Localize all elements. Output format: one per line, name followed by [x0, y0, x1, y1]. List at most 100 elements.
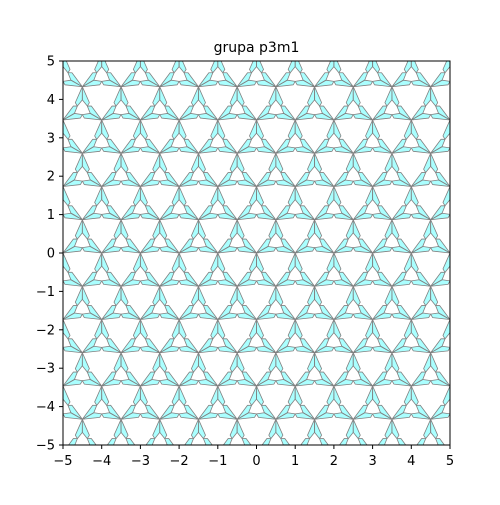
tile [315, 472, 329, 486]
tile [63, 385, 64, 400]
tile [121, 472, 135, 486]
tile [489, 39, 500, 53]
tile [139, 345, 161, 354]
y-tick-label: −2 [36, 323, 55, 338]
tile [10, 306, 24, 320]
tile [198, 446, 217, 453]
tile [489, 106, 500, 120]
tile [294, 119, 303, 140]
tile [63, 119, 64, 121]
tile [261, 6, 275, 20]
tile [378, 6, 392, 20]
tile [410, 345, 432, 354]
tile [63, 346, 64, 349]
tile [145, 472, 159, 486]
tile [198, 379, 219, 387]
tile [139, 279, 161, 287]
tile [449, 252, 450, 267]
tile [63, 47, 82, 54]
tile [315, 446, 334, 453]
tile [276, 472, 290, 486]
tile [63, 80, 64, 83]
tile [153, 486, 160, 500]
tile [101, 186, 110, 207]
tile [339, 6, 353, 20]
tile [120, 86, 129, 107]
x-tick-label: 0 [252, 454, 260, 469]
tile [372, 319, 381, 340]
tile [5, 272, 19, 286]
tile [352, 246, 374, 254]
tile [178, 252, 187, 273]
tile [0, 272, 5, 286]
tile [391, 312, 412, 320]
tile [237, 6, 251, 20]
tile [410, 79, 432, 88]
tile [63, 318, 64, 320]
tile [294, 79, 315, 88]
tile [24, 320, 31, 339]
tile [24, 453, 31, 472]
tile [121, 446, 140, 453]
tile [24, 120, 31, 139]
tile [198, 312, 219, 320]
tile [469, 472, 483, 486]
x-tick-label: −5 [53, 454, 72, 469]
tile [474, 372, 488, 386]
tile [63, 479, 82, 486]
tile [449, 213, 450, 216]
tile [198, 479, 217, 486]
tile [391, 113, 412, 121]
tile [0, 486, 5, 500]
tile [0, 80, 5, 87]
tile [179, 479, 198, 486]
tile [217, 385, 226, 406]
tile [218, 14, 237, 21]
tile [333, 279, 354, 287]
tile [63, 212, 83, 221]
tile [469, 286, 476, 305]
tile [275, 285, 284, 306]
tile [489, 172, 500, 186]
tile [469, 272, 483, 286]
tile [24, 53, 31, 72]
tile [139, 212, 161, 221]
tile [450, 39, 464, 53]
tile [159, 352, 168, 373]
tile [257, 14, 276, 21]
tile [198, 6, 212, 20]
tile [372, 146, 393, 154]
tile [352, 312, 374, 320]
tile [462, 20, 469, 39]
tile [391, 379, 412, 387]
tile [0, 413, 5, 420]
x-tick-label: 3 [368, 454, 376, 469]
tile [198, 179, 219, 187]
tile [230, 20, 237, 39]
tile [198, 486, 205, 500]
x-tick-label: −1 [208, 454, 227, 469]
tile [372, 119, 381, 140]
tile [0, 20, 5, 39]
tile [469, 379, 488, 386]
tile [391, 219, 400, 240]
y-tick-label: 3 [47, 131, 55, 146]
tile [63, 279, 83, 287]
tile [294, 319, 303, 340]
tile [275, 152, 284, 173]
tile [455, 405, 469, 419]
tile [24, 14, 43, 21]
tile [449, 186, 450, 201]
tile [469, 6, 483, 20]
tile [276, 479, 295, 486]
tile [37, 220, 44, 239]
tile [120, 152, 129, 173]
tile [237, 20, 244, 39]
tile [0, 147, 5, 154]
tile [392, 446, 411, 453]
tile [334, 47, 353, 54]
tile [430, 152, 439, 173]
tile [139, 319, 148, 340]
tile [101, 345, 122, 354]
tile [82, 6, 96, 20]
